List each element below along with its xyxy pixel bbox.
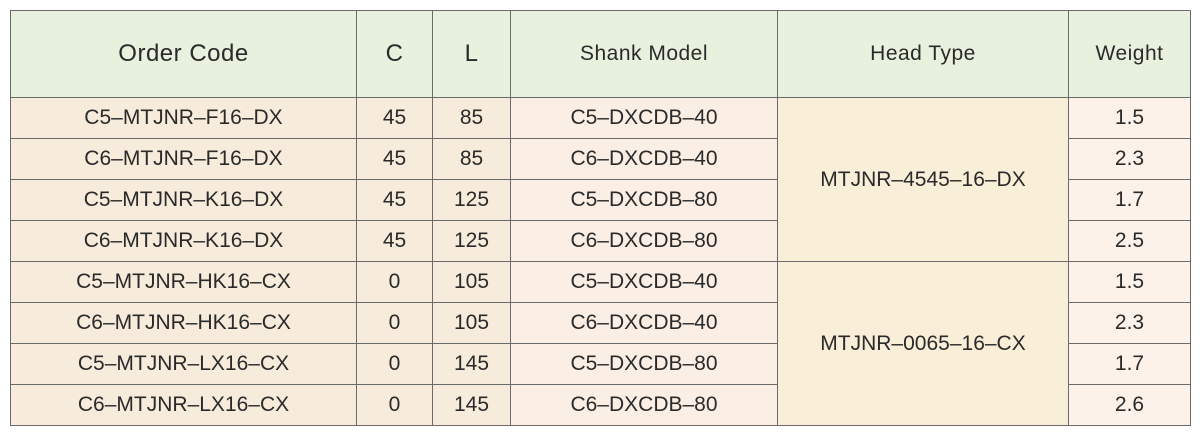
c-cell: 45 bbox=[356, 179, 433, 221]
shank-model-cell: C5–DXCDB–40 bbox=[510, 261, 778, 303]
header-weight: Weight bbox=[1068, 10, 1191, 98]
table-row: C6–MTJNR–K16–DX 45 125 C6–DXCDB–80 2.5 bbox=[10, 220, 1191, 262]
l-cell: 85 bbox=[432, 97, 511, 139]
weight-cell: 2.6 bbox=[1068, 384, 1191, 426]
shank-model-cell: C6–DXCDB–40 bbox=[510, 302, 778, 344]
order-code-cell: C6–MTJNR–LX16–CX bbox=[10, 384, 357, 426]
table-body: C5–MTJNR–F16–DX 45 85 C5–DXCDB–40 MTJNR–… bbox=[10, 97, 1191, 426]
l-cell: 105 bbox=[432, 261, 511, 303]
table-row: C5–MTJNR–HK16–CX 0 105 C5–DXCDB–40 MTJNR… bbox=[10, 261, 1191, 426]
l-cell: 125 bbox=[432, 179, 511, 221]
weight-cell: 1.7 bbox=[1068, 343, 1191, 385]
header-head-type: Head Type bbox=[777, 10, 1069, 98]
c-cell: 0 bbox=[356, 302, 433, 344]
spec-table-container: Order Code C L Shank Model Head Type Wei… bbox=[10, 10, 1191, 426]
order-code-cell: C6–MTJNR–K16–DX bbox=[10, 220, 357, 262]
header-l: L bbox=[432, 10, 511, 98]
weight-cell: 1.5 bbox=[1068, 97, 1191, 139]
head-type-cell: MTJNR–0065–16–CX bbox=[777, 261, 1069, 426]
c-cell: 0 bbox=[356, 384, 433, 426]
table-row: C5–MTJNR–LX16–CX 0 145 C5–DXCDB–80 1.7 bbox=[10, 343, 1191, 385]
head-type-cell: MTJNR–4545–16–DX bbox=[777, 97, 1069, 262]
l-cell: 125 bbox=[432, 220, 511, 262]
shank-model-cell: C5–DXCDB–80 bbox=[510, 343, 778, 385]
shank-model-cell: C5–DXCDB–40 bbox=[510, 97, 778, 139]
order-code-cell: C5–MTJNR–LX16–CX bbox=[10, 343, 357, 385]
shank-model-cell: C5–DXCDB–80 bbox=[510, 179, 778, 221]
l-cell: 105 bbox=[432, 302, 511, 344]
weight-cell: 2.5 bbox=[1068, 220, 1191, 262]
weight-cell: 1.7 bbox=[1068, 179, 1191, 221]
c-cell: 45 bbox=[356, 220, 433, 262]
order-code-cell: C6–MTJNR–HK16–CX bbox=[10, 302, 357, 344]
weight-cell: 2.3 bbox=[1068, 138, 1191, 180]
table-row: C5–MTJNR–K16–DX 45 125 C5–DXCDB–80 1.7 bbox=[10, 179, 1191, 221]
table-row: C5–MTJNR–F16–DX 45 85 C5–DXCDB–40 MTJNR–… bbox=[10, 97, 1191, 262]
spec-table: Order Code C L Shank Model Head Type Wei… bbox=[10, 10, 1191, 426]
table-row: C6–MTJNR–LX16–CX 0 145 C6–DXCDB–80 2.6 bbox=[10, 384, 1191, 426]
shank-model-cell: C6–DXCDB–80 bbox=[510, 220, 778, 262]
l-cell: 145 bbox=[432, 343, 511, 385]
order-code-cell: C5–MTJNR–F16–DX bbox=[10, 97, 357, 139]
table-header: Order Code C L Shank Model Head Type Wei… bbox=[10, 10, 1191, 98]
l-cell: 145 bbox=[432, 384, 511, 426]
order-code-cell: C5–MTJNR–K16–DX bbox=[10, 179, 357, 221]
header-c: C bbox=[356, 10, 433, 98]
header-row: Order Code C L Shank Model Head Type Wei… bbox=[10, 10, 1191, 98]
shank-model-cell: C6–DXCDB–80 bbox=[510, 384, 778, 426]
shank-model-cell: C6–DXCDB–40 bbox=[510, 138, 778, 180]
header-shank-model: Shank Model bbox=[510, 10, 778, 98]
c-cell: 0 bbox=[356, 343, 433, 385]
table-row: C6–MTJNR–HK16–CX 0 105 C6–DXCDB–40 2.3 bbox=[10, 302, 1191, 344]
order-code-cell: C5–MTJNR–HK16–CX bbox=[10, 261, 357, 303]
c-cell: 0 bbox=[356, 261, 433, 303]
weight-cell: 2.3 bbox=[1068, 302, 1191, 344]
order-code-cell: C6–MTJNR–F16–DX bbox=[10, 138, 357, 180]
weight-cell: 1.5 bbox=[1068, 261, 1191, 303]
l-cell: 85 bbox=[432, 138, 511, 180]
c-cell: 45 bbox=[356, 138, 433, 180]
c-cell: 45 bbox=[356, 97, 433, 139]
table-row: C6–MTJNR–F16–DX 45 85 C6–DXCDB–40 2.3 bbox=[10, 138, 1191, 180]
header-order-code: Order Code bbox=[10, 10, 357, 98]
